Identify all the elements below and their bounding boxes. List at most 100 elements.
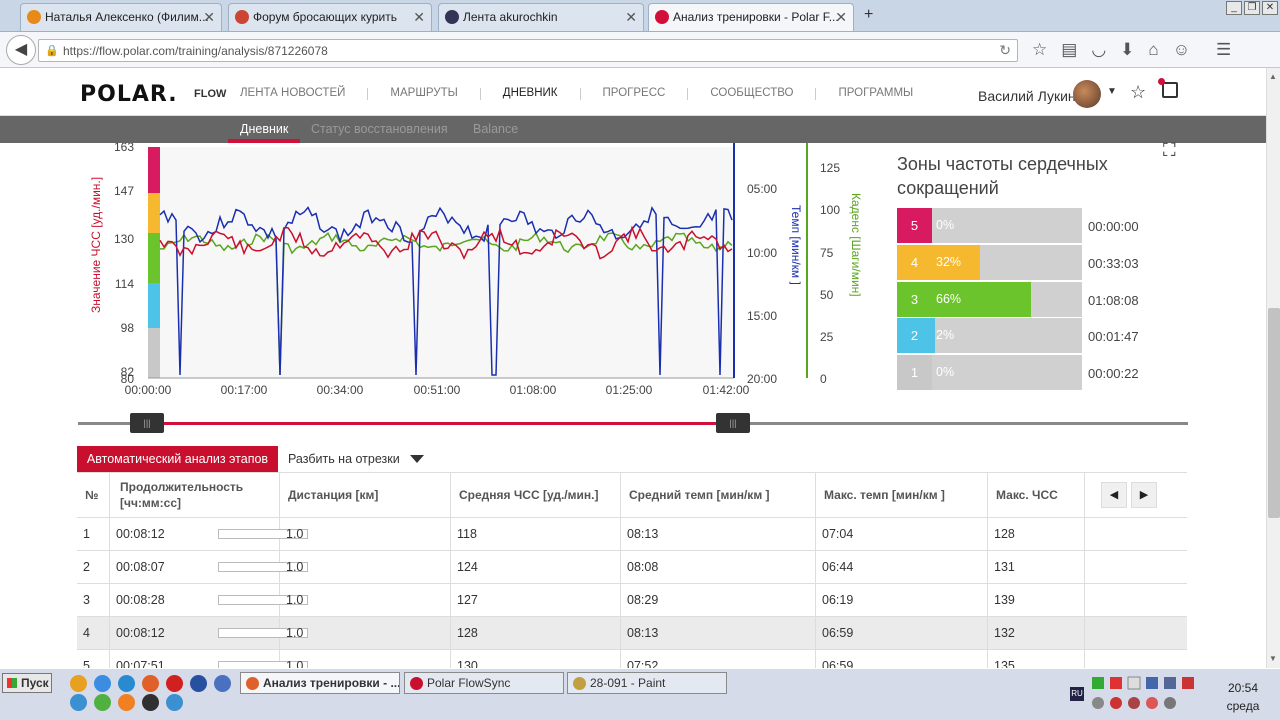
subnav-diary[interactable]: Дневник <box>240 122 289 136</box>
nav-diary[interactable]: ДНЕВНИК <box>502 87 558 99</box>
quicklaunch-icon[interactable] <box>70 694 87 711</box>
task-label: Polar FlowSync <box>427 676 511 690</box>
quicklaunch-icon[interactable] <box>70 675 87 692</box>
x-tick-label: 00:17:00 <box>221 383 268 397</box>
favorites-star-icon[interactable]: ☆ <box>1130 82 1147 102</box>
zone-strip-4 <box>148 193 160 233</box>
prev-columns-icon[interactable]: ◀ <box>1101 482 1127 508</box>
quicklaunch-icon[interactable] <box>94 675 111 692</box>
browser-tab-2[interactable]: Форум бросающих курить ✕ <box>228 3 432 31</box>
browser-tab-1[interactable]: Наталья Алексенко (Филим... ✕ <box>20 3 222 31</box>
table-cell: 131 <box>988 551 1085 583</box>
quicklaunch-icon[interactable] <box>214 675 231 692</box>
quicklaunch-icon[interactable] <box>166 694 183 711</box>
split-label: Разбить на отрезки <box>288 452 400 466</box>
close-tab-icon[interactable]: ✕ <box>835 9 847 25</box>
task-flowsync[interactable]: Polar FlowSync <box>404 672 564 694</box>
polar-logo[interactable]: POLAR. <box>80 82 178 107</box>
close-window-icon[interactable]: ✕ <box>1262 1 1278 15</box>
scroll-down-icon[interactable]: ▼ <box>1269 654 1277 663</box>
col-max-hr: Макс. ЧСС <box>988 473 1085 517</box>
scroll-thumb[interactable] <box>1268 308 1280 518</box>
auto-analysis-tab[interactable]: Автоматический анализ этапов <box>77 446 278 472</box>
nav-progress[interactable]: ПРОГРЕСС <box>602 87 666 99</box>
quicklaunch-icon[interactable] <box>118 694 135 711</box>
table-row[interactable]: 2 00:08:07 1.0 124 08:08 06:44 131 <box>77 551 1187 584</box>
table-cell: 00:08:12 <box>110 617 308 649</box>
table-cell <box>1085 584 1187 616</box>
nav-routes[interactable]: МАРШРУТЫ <box>390 87 458 99</box>
minimize-icon[interactable]: _ <box>1226 1 1242 15</box>
pace-tick-label: 05:00 <box>747 182 777 196</box>
zone-row-4: 4 32% <box>897 245 1082 280</box>
table-cell: 08:29 <box>621 584 816 616</box>
range-end-handle[interactable]: ||| <box>716 413 750 433</box>
user-name[interactable]: Василий Лукин <box>978 88 1076 104</box>
x-tick-label: 01:08:00 <box>510 383 557 397</box>
quicklaunch-icon[interactable] <box>190 675 207 692</box>
bookmark-star-icon[interactable]: ☆ <box>1032 40 1048 59</box>
close-tab-icon[interactable]: ✕ <box>413 9 425 25</box>
home-icon[interactable]: ⌂ <box>1148 40 1159 59</box>
pocket-icon[interactable]: ◡ <box>1091 40 1107 59</box>
range-start-handle[interactable]: ||| <box>130 413 164 433</box>
browser-tab-4[interactable]: Анализ тренировки - Polar F... ✕ <box>648 3 854 31</box>
table-row[interactable]: 1 00:08:12 1.0 118 08:13 07:04 128 <box>77 518 1187 551</box>
next-columns-icon[interactable]: ▶ <box>1131 482 1157 508</box>
table-cell <box>1085 518 1187 550</box>
col-max-pace: Макс. темп [мин/км ] <box>816 473 988 517</box>
download-icon[interactable]: ⬇ <box>1120 40 1135 59</box>
table-row[interactable]: 3 00:08:28 1.0 127 08:29 06:19 139 <box>77 584 1187 617</box>
browser-tab-3[interactable]: Лента akurochkin ✕ <box>438 3 644 31</box>
reload-icon[interactable]: ↻ <box>999 42 1011 58</box>
task-paint[interactable]: 28-091 - Paint <box>567 672 727 694</box>
nav-programs[interactable]: ПРОГРАММЫ <box>838 87 914 99</box>
smiley-icon[interactable]: ☺ <box>1172 40 1191 59</box>
quicklaunch-icon[interactable] <box>94 694 111 711</box>
clock[interactable]: 20:54 среда <box>1208 679 1278 715</box>
quicklaunch-icon[interactable] <box>142 675 159 692</box>
table-cell: 127 <box>451 584 621 616</box>
table-row[interactable]: 4 00:08:12 1.0 128 08:13 06:59 132 <box>77 617 1187 650</box>
menu-icon[interactable]: ☰ <box>1216 40 1232 59</box>
address-bar[interactable]: 🔒 https://flow.polar.com/training/analys… <box>38 39 1018 62</box>
subnav-balance[interactable]: Balance <box>473 122 519 136</box>
tab-label: Наталья Алексенко (Филим... <box>45 10 209 24</box>
nav-community[interactable]: СООБЩЕСТВО <box>710 87 794 99</box>
duration-bar <box>218 529 308 539</box>
expand-icon[interactable]: ⛶ <box>1163 140 1176 160</box>
cadence-tick-label: 100 <box>820 203 840 217</box>
scroll-up-icon[interactable]: ▲ <box>1269 72 1277 81</box>
new-tab-button[interactable]: + <box>864 6 874 23</box>
close-tab-icon[interactable]: ✕ <box>625 9 637 25</box>
table-row[interactable]: 5 00:07:51 1.0 130 07:52 06:59 135 <box>77 650 1187 668</box>
url-text[interactable]: https://flow.polar.com/training/analysis… <box>63 44 328 58</box>
page-scrollbar[interactable]: ▲ ▼ <box>1266 68 1280 668</box>
notification-icon[interactable] <box>1158 78 1178 98</box>
reading-list-icon[interactable]: ▤ <box>1061 40 1078 59</box>
zone-strip-3 <box>148 233 160 283</box>
pace-series-line <box>159 205 733 376</box>
table-cell: 1.0 <box>280 650 451 668</box>
avatar[interactable] <box>1073 80 1101 108</box>
quicklaunch-icon[interactable] <box>166 675 183 692</box>
split-segments-dropdown[interactable]: Разбить на отрезки <box>280 446 434 472</box>
subnav-recovery[interactable]: Статус восстановления <box>311 122 448 136</box>
pace-tick-label: 15:00 <box>747 309 777 323</box>
table-cell: 2 <box>77 551 110 583</box>
close-tab-icon[interactable]: ✕ <box>203 9 215 25</box>
tray-icons[interactable] <box>1068 673 1198 717</box>
nav-news[interactable]: ЛЕНТА НОВОСТЕЙ <box>240 87 346 99</box>
zones-title: Зоны частоты сердечных сокращений <box>897 154 1108 198</box>
maximize-icon[interactable]: ❐ <box>1244 1 1260 15</box>
system-tray <box>1068 673 1198 717</box>
quicklaunch-icon[interactable] <box>142 694 159 711</box>
task-browser[interactable]: Анализ тренировки - ... <box>240 672 400 694</box>
tab-favicon-icon <box>445 10 459 24</box>
chevron-down-icon[interactable]: ▼ <box>1107 86 1117 97</box>
back-button[interactable]: ◀ <box>6 35 36 65</box>
quicklaunch-icon[interactable] <box>118 675 135 692</box>
start-button[interactable]: Пуск <box>2 673 52 693</box>
language-indicator[interactable]: RU <box>1070 687 1084 701</box>
